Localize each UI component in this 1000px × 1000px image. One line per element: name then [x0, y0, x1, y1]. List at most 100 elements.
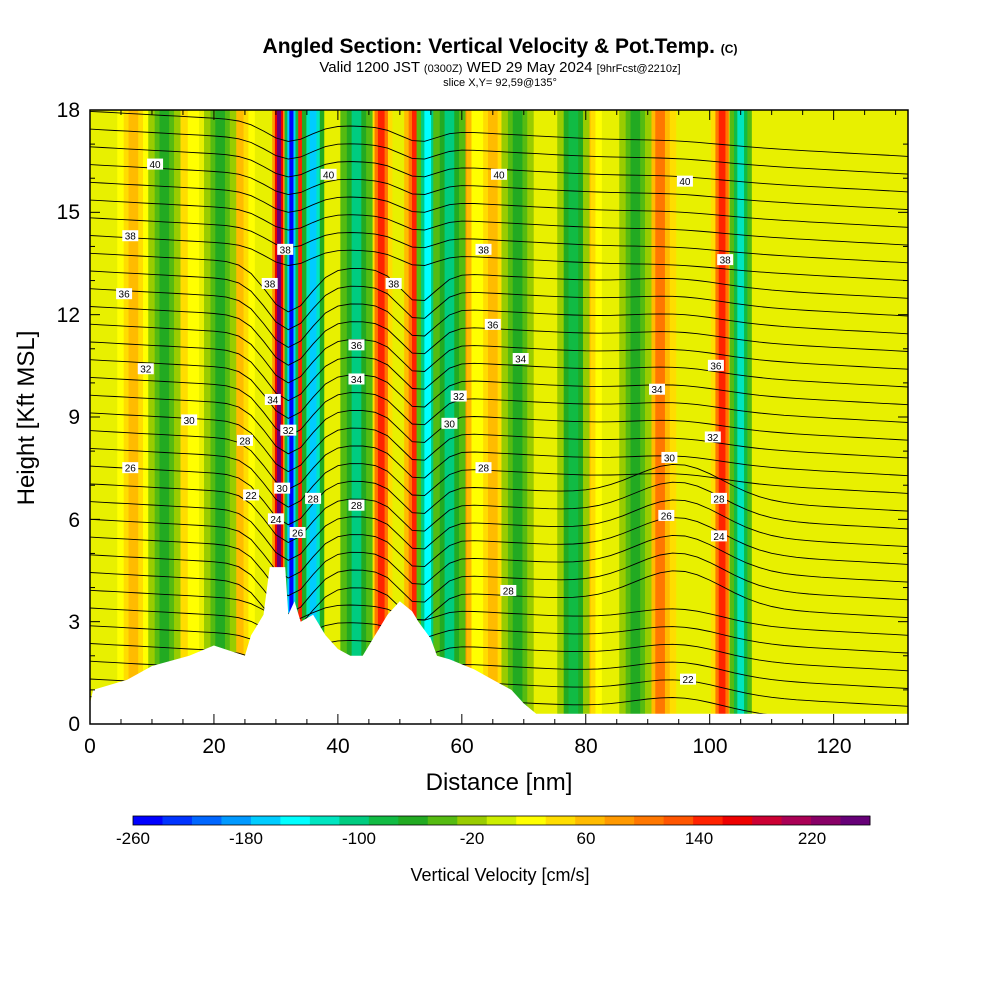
- x-tick-label: 100: [692, 735, 727, 758]
- isentrope-label: 28: [236, 434, 253, 447]
- colorbar: [132, 815, 871, 826]
- colorbar-tick-label: 60: [577, 829, 596, 848]
- colorbar-swatch: [752, 816, 783, 825]
- isentrope-label-bg: [475, 243, 492, 255]
- isentrope-label: 28: [500, 584, 517, 597]
- isentrope-label-bg: [710, 530, 727, 542]
- downdraft-band: [351, 110, 362, 724]
- colorbar-swatch: [693, 816, 724, 825]
- isentrope-label-text: 22: [246, 491, 258, 502]
- isentrope-label: 40: [320, 168, 337, 181]
- colorbar-swatch: [398, 816, 429, 825]
- isentrope-label-bg: [475, 462, 492, 474]
- isentrope-label-text: 28: [351, 501, 363, 512]
- isentrope-label-bg: [658, 509, 675, 521]
- isentrope-label: 40: [676, 175, 693, 188]
- colorbar-swatch: [516, 816, 547, 825]
- isentrope-label-bg: [348, 373, 365, 385]
- isentrope-line: [90, 270, 908, 331]
- isentrope-label-bg: [243, 489, 260, 501]
- colorbar-swatch: [427, 816, 458, 825]
- colorbar-swatch: [162, 816, 193, 825]
- colorbar-title: Vertical Velocity [cm/s]: [410, 865, 589, 885]
- isentrope-label: 38: [385, 277, 402, 290]
- isentrope-line: [90, 110, 908, 157]
- isentrope-label-text: 30: [444, 419, 456, 430]
- isentrope-label: 38: [717, 254, 734, 267]
- isentrope-label-text: 38: [125, 232, 137, 243]
- isentrope-label-bg: [181, 414, 198, 426]
- colorbar-swatch: [339, 816, 370, 825]
- isentrope-label-bg: [236, 434, 253, 446]
- isentrope-label-text: 24: [713, 532, 725, 543]
- y-tick-label: 9: [68, 406, 80, 429]
- isentrope-label: 24: [710, 530, 727, 543]
- isentrope-label-text: 26: [661, 511, 673, 522]
- isentrope-label: 38: [122, 230, 139, 243]
- colorbar-frame: [132, 815, 871, 826]
- isentrope-label-text: 22: [682, 675, 694, 686]
- isentrope-label-bg: [385, 277, 402, 289]
- isentrope-label-bg: [122, 462, 139, 474]
- isentrope-label: 30: [274, 482, 291, 495]
- isentrope-label-bg: [267, 513, 284, 525]
- x-tick-label: 0: [84, 735, 96, 758]
- isentrope-label: 26: [658, 509, 675, 522]
- valid-prefix: Valid 1200 JST: [319, 59, 420, 76]
- isentrope-line: [90, 412, 908, 473]
- colorbar-tick-label: -180: [229, 829, 263, 848]
- updraft-band: [128, 110, 139, 724]
- x-tick-label: 40: [326, 735, 349, 758]
- isentrope-label-bg: [305, 492, 322, 504]
- isentrope-label-bg: [274, 482, 291, 494]
- isentrope-line: [90, 463, 908, 526]
- isentrope-label-bg: [661, 451, 678, 463]
- updraft-band: [377, 110, 385, 724]
- isentrope-line: [90, 394, 908, 455]
- isentrope-label-text: 38: [478, 245, 490, 256]
- isentrope-line: [90, 359, 908, 419]
- colorbar-tick-label: -100: [342, 829, 376, 848]
- isentrope-label-text: 30: [184, 416, 196, 427]
- velocity-field: [117, 110, 752, 724]
- isentrope-label-text: 38: [264, 279, 276, 290]
- chart-title-text: Angled Section: Vertical Velocity & Pot.…: [262, 35, 715, 58]
- isentrope-labels: 40 38 36 32 30 28 26 22 40 38 38 34 32 30 24 26 28 36 34 28…: [116, 158, 734, 686]
- isentrope-label: 34: [649, 383, 666, 396]
- isentrope-label-text: 32: [453, 392, 465, 403]
- isentrope-label-bg: [500, 584, 517, 596]
- isentrope-label-text: 26: [292, 528, 304, 539]
- isentrope-label: 30: [181, 414, 198, 427]
- colorbar-tick-label: 220: [798, 829, 826, 848]
- isentrope-label-text: 36: [710, 361, 722, 372]
- isentrope-label-bg: [280, 424, 297, 436]
- isentrope-label-text: 28: [503, 586, 515, 597]
- chart-title: Angled Section: Vertical Velocity & Pot.…: [0, 36, 1000, 60]
- isentrope-label: 32: [450, 390, 467, 403]
- isentrope-line: [90, 235, 908, 282]
- isentrope-label: 36: [116, 288, 133, 301]
- colorbar-swatch: [722, 816, 753, 825]
- isentrope-label-text: 34: [267, 395, 279, 406]
- axis-ticks: [89, 109, 908, 725]
- isentrope-label: 28: [348, 499, 365, 512]
- isentrope-label: 28: [475, 462, 492, 475]
- isentrope-label: 40: [491, 168, 507, 181]
- updraft-band: [233, 110, 244, 724]
- isentrope-line: [90, 517, 908, 579]
- isentrope-line: [90, 625, 908, 672]
- downdraft-band: [309, 110, 317, 724]
- colorbar-swatch: [663, 816, 694, 825]
- isentrope-label: 32: [280, 424, 297, 437]
- colorbar-swatch: [457, 816, 488, 825]
- valid-forecast: [9hrFcst@2210z]: [596, 63, 681, 75]
- downdraft-band: [512, 110, 523, 724]
- updraft-band: [718, 110, 726, 724]
- isentrope-line: [90, 589, 908, 636]
- isentrope-label: 28: [710, 492, 727, 505]
- downdraft-band: [737, 110, 745, 724]
- isentrope-label-bg: [116, 288, 133, 300]
- isentrope-label: 28: [305, 492, 322, 505]
- isentrope-line: [90, 481, 908, 544]
